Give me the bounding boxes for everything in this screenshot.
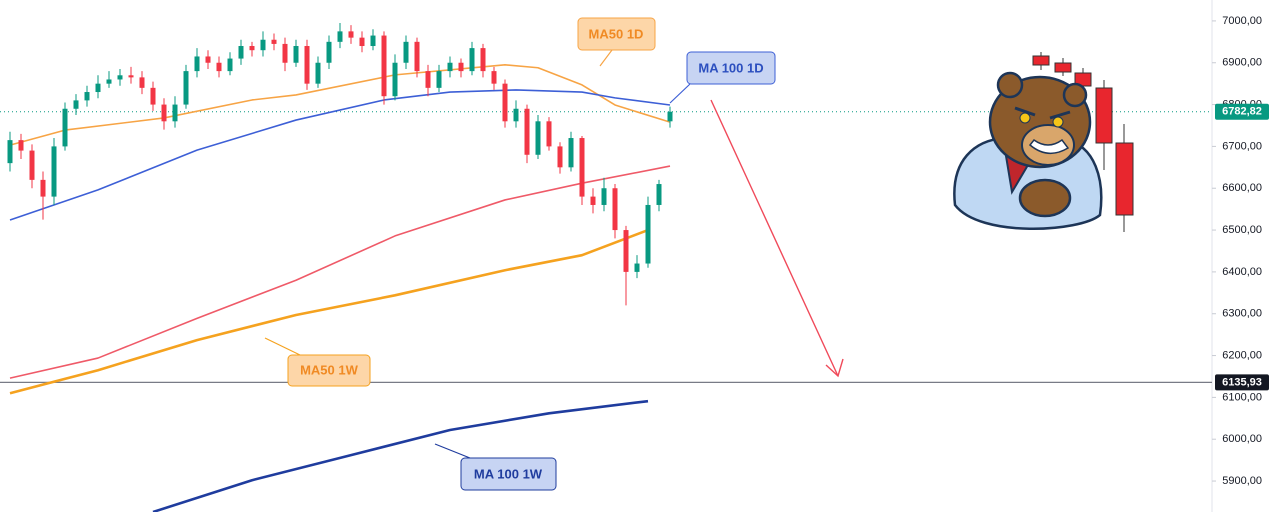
ma-line: [152, 399, 649, 512]
candle-body: [612, 188, 618, 231]
candle-body: [568, 138, 574, 168]
candle-body: [161, 104, 167, 122]
candle-body: [260, 39, 266, 51]
candle-body: [7, 140, 13, 164]
callouts: MA50 1D MA 100 1D MA50 1W MA 100 1W: [264, 17, 776, 491]
price-label: 6782,82: [1222, 106, 1262, 118]
candle-body: [249, 46, 255, 51]
candle-body: [590, 196, 596, 205]
price-label: 6135,93: [1222, 376, 1262, 388]
candle-body: [656, 184, 662, 205]
candle-body: [601, 188, 607, 205]
candle-body: [194, 56, 200, 72]
candle-body: [51, 146, 57, 197]
candle-body: [216, 62, 222, 72]
y-tick-label: 6000,00: [1222, 433, 1262, 445]
candle-body: [293, 46, 299, 63]
candle-body: [304, 46, 310, 84]
bear-mascot: [953, 52, 1134, 232]
candle-body: [150, 87, 156, 105]
y-tick-label: 6300,00: [1222, 308, 1262, 320]
candle-body: [392, 62, 398, 97]
y-tick-label: 6600,00: [1222, 182, 1262, 194]
ma-line: [9, 89, 671, 221]
candle-body: [18, 140, 24, 151]
candle-body: [535, 121, 541, 155]
candle-body: [95, 83, 101, 93]
candle-body: [524, 108, 530, 155]
candle-body: [128, 75, 134, 78]
y-tick-label: 7000,00: [1222, 15, 1262, 27]
candle-body: [172, 104, 178, 122]
candle-body: [634, 263, 640, 272]
candle-body: [667, 111, 673, 122]
candle-body: [480, 48, 486, 72]
candle-body: [84, 92, 90, 101]
candle-body: [513, 108, 519, 122]
candle-body: [458, 62, 464, 72]
candle-body: [579, 138, 585, 197]
candle-body: [447, 62, 453, 72]
candle-body: [183, 71, 189, 105]
candle-body: [117, 75, 123, 80]
price-label-box: [1215, 374, 1269, 391]
candle-body: [359, 37, 365, 47]
candle-body: [40, 179, 46, 197]
y-tick-label: 6500,00: [1222, 224, 1262, 236]
plot: [0, 23, 1212, 512]
arrow: [710, 99, 844, 378]
candle-body: [425, 71, 431, 88]
candle-body: [315, 62, 321, 84]
candle-body: [623, 230, 629, 272]
candle-body: [282, 43, 288, 63]
candle-body: [106, 79, 112, 84]
candle-body: [205, 56, 211, 63]
candle-body: [491, 71, 497, 84]
candle-body: [403, 41, 409, 63]
y-tick-label: 6200,00: [1222, 349, 1262, 361]
ma-line: [9, 165, 671, 379]
price-axis: 7000,006900,006800,006700,006600,006500,…: [1212, 15, 1269, 487]
ma-line: [9, 228, 649, 395]
callout-label: MA50 1D: [589, 26, 644, 41]
candle-body: [227, 58, 233, 72]
y-tick-label: 6400,00: [1222, 266, 1262, 278]
candle-body: [29, 150, 35, 180]
candle-body: [557, 146, 563, 168]
candle-body: [381, 35, 387, 97]
candle-body: [238, 46, 244, 59]
y-tick-label: 6100,00: [1222, 391, 1262, 403]
candle-body: [62, 108, 68, 147]
price-label-box: [1215, 103, 1269, 120]
callout-label: MA50 1W: [300, 362, 359, 377]
candle-body: [271, 39, 277, 44]
candle-body: [436, 71, 442, 88]
candle-body: [645, 204, 651, 264]
candle-body: [469, 48, 475, 72]
callout-label: MA 100 1D: [698, 60, 763, 75]
candle-body: [546, 121, 552, 147]
y-tick-label: 5900,00: [1222, 475, 1262, 487]
candle-body: [348, 31, 354, 38]
candle-body: [326, 41, 332, 63]
y-tick-label: 6700,00: [1222, 140, 1262, 152]
candle-body: [370, 35, 376, 47]
callout-label: MA 100 1W: [474, 466, 543, 481]
y-tick-label: 6900,00: [1222, 57, 1262, 69]
candle-body: [337, 31, 343, 42]
candle-body: [139, 77, 145, 88]
candle-body: [414, 41, 420, 72]
candle-body: [502, 83, 508, 122]
candle-body: [73, 100, 79, 109]
